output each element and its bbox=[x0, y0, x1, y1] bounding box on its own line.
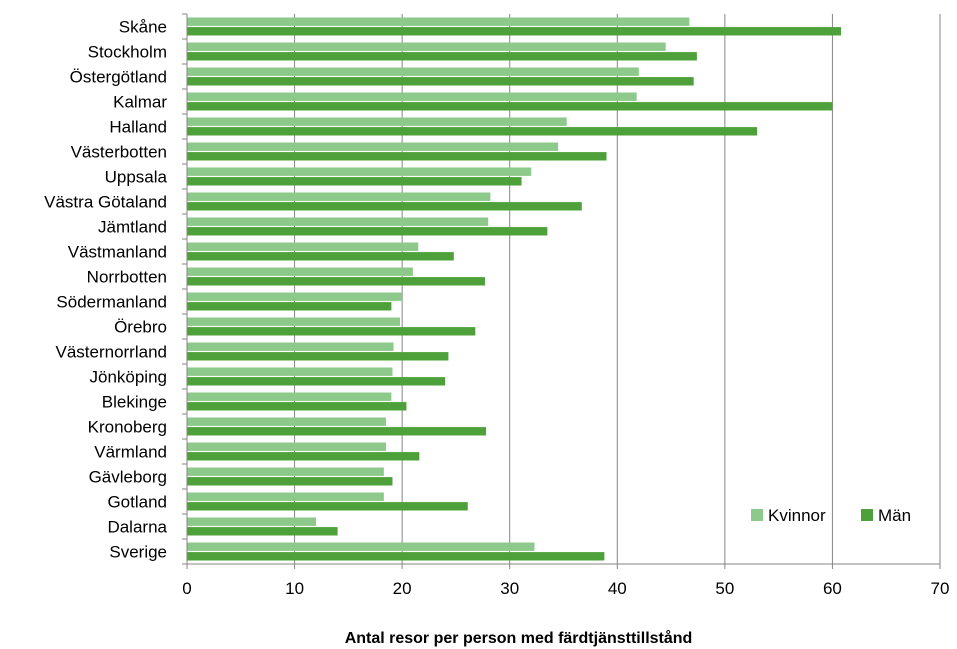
bar-män-jönköping bbox=[187, 377, 446, 386]
bar-män-jämtland bbox=[187, 227, 548, 236]
bar-kvinnor-västernorrland bbox=[187, 342, 394, 351]
category-label: Jämtland bbox=[98, 218, 167, 237]
category-label: Värmland bbox=[94, 443, 167, 462]
category-label: Blekinge bbox=[102, 393, 167, 412]
x-tick-label: 0 bbox=[182, 579, 191, 598]
category-label: Uppsala bbox=[105, 168, 168, 187]
x-tick-label: 70 bbox=[931, 579, 950, 598]
category-label: Skåne bbox=[119, 18, 167, 37]
bar-män-västra-götaland bbox=[187, 202, 582, 211]
category-label: Östergötland bbox=[70, 68, 167, 87]
bar-kvinnor-skåne bbox=[187, 17, 690, 26]
x-tick-label: 40 bbox=[608, 579, 627, 598]
bar-män-blekinge bbox=[187, 402, 407, 411]
bar-män-södermanland bbox=[187, 302, 392, 311]
bar-män-stockholm bbox=[187, 52, 697, 61]
bar-kvinnor-västerbotten bbox=[187, 142, 559, 151]
legend-label-kvinnor: Kvinnor bbox=[768, 506, 826, 525]
bar-kvinnor-värmland bbox=[187, 442, 387, 451]
bar-män-västmanland bbox=[187, 252, 454, 261]
legend-swatch-män bbox=[861, 509, 873, 521]
bar-kvinnor-jämtland bbox=[187, 217, 489, 226]
bar-kvinnor-sverige bbox=[187, 542, 535, 551]
category-label: Dalarna bbox=[107, 518, 167, 537]
x-tick-label: 30 bbox=[500, 579, 519, 598]
category-label: Södermanland bbox=[56, 293, 167, 312]
bar-kvinnor-halland bbox=[187, 117, 567, 126]
bar-män-gotland bbox=[187, 502, 468, 511]
category-labels: Skåne Stockholm Östergötland Kalmar Halland V… bbox=[44, 13, 187, 565]
bar-kvinnor-östergötland bbox=[187, 67, 639, 76]
bar-kvinnor-stockholm bbox=[187, 42, 666, 51]
bar-män-västerbotten bbox=[187, 152, 607, 161]
category-label: Västerbotten bbox=[71, 143, 167, 162]
bar-män-norrbotten bbox=[187, 277, 485, 286]
bar-kvinnor-uppsala bbox=[187, 167, 532, 176]
bar-män-halland bbox=[187, 127, 758, 136]
legend: Kvinnor Män bbox=[751, 506, 911, 525]
bar-kvinnor-gotland bbox=[187, 492, 384, 501]
bars bbox=[187, 17, 842, 561]
bar-kvinnor-västra-götaland bbox=[187, 192, 491, 201]
bar-kvinnor-kalmar bbox=[187, 92, 637, 101]
bar-män-uppsala bbox=[187, 177, 522, 186]
category-label: Sverige bbox=[109, 543, 167, 562]
x-tick-label: 20 bbox=[393, 579, 412, 598]
bar-kvinnor-blekinge bbox=[187, 392, 392, 401]
bar-kvinnor-södermanland bbox=[187, 292, 403, 301]
bar-kvinnor-dalarna bbox=[187, 517, 317, 526]
category-label: Kalmar bbox=[113, 93, 167, 112]
bar-män-gävleborg bbox=[187, 477, 393, 486]
bar-män-kalmar bbox=[187, 102, 833, 111]
bar-män-kronoberg bbox=[187, 427, 487, 436]
legend-label-män: Män bbox=[878, 506, 911, 525]
x-axis-title: Antal resor per person med färdtjänsttil… bbox=[345, 629, 693, 647]
category-label: Kronoberg bbox=[88, 418, 167, 437]
x-tick-label: 50 bbox=[715, 579, 734, 598]
category-label: Halland bbox=[109, 118, 167, 137]
x-tick-label: 10 bbox=[285, 579, 304, 598]
category-label: Örebro bbox=[114, 318, 167, 337]
category-label: Västra Götaland bbox=[44, 193, 167, 212]
bar-kvinnor-gävleborg bbox=[187, 467, 384, 476]
bar-kvinnor-örebro bbox=[187, 317, 400, 326]
bar-män-värmland bbox=[187, 452, 420, 461]
bar-män-skåne bbox=[187, 27, 842, 36]
bar-kvinnor-kronoberg bbox=[187, 417, 387, 426]
bar-män-sverige bbox=[187, 552, 605, 561]
legend-swatch-kvinnor bbox=[751, 509, 763, 521]
x-tick-labels: 0 10 20 30 40 50 60 70 bbox=[182, 564, 949, 598]
bar-kvinnor-jönköping bbox=[187, 367, 393, 376]
bar-kvinnor-norrbotten bbox=[187, 267, 413, 276]
bar-män-västernorrland bbox=[187, 352, 449, 361]
x-tick-label: 60 bbox=[823, 579, 842, 598]
bar-män-örebro bbox=[187, 327, 476, 336]
bar-män-dalarna bbox=[187, 527, 338, 536]
category-label: Jönköping bbox=[89, 368, 167, 387]
category-label: Västernorrland bbox=[55, 343, 167, 362]
category-label: Västmanland bbox=[68, 243, 167, 262]
category-label: Stockholm bbox=[88, 43, 167, 62]
bar-män-östergötland bbox=[187, 77, 694, 86]
category-label: Norrbotten bbox=[87, 268, 167, 287]
category-label: Gävleborg bbox=[89, 468, 167, 487]
category-label: Gotland bbox=[107, 493, 167, 512]
bar-kvinnor-västmanland bbox=[187, 242, 419, 251]
